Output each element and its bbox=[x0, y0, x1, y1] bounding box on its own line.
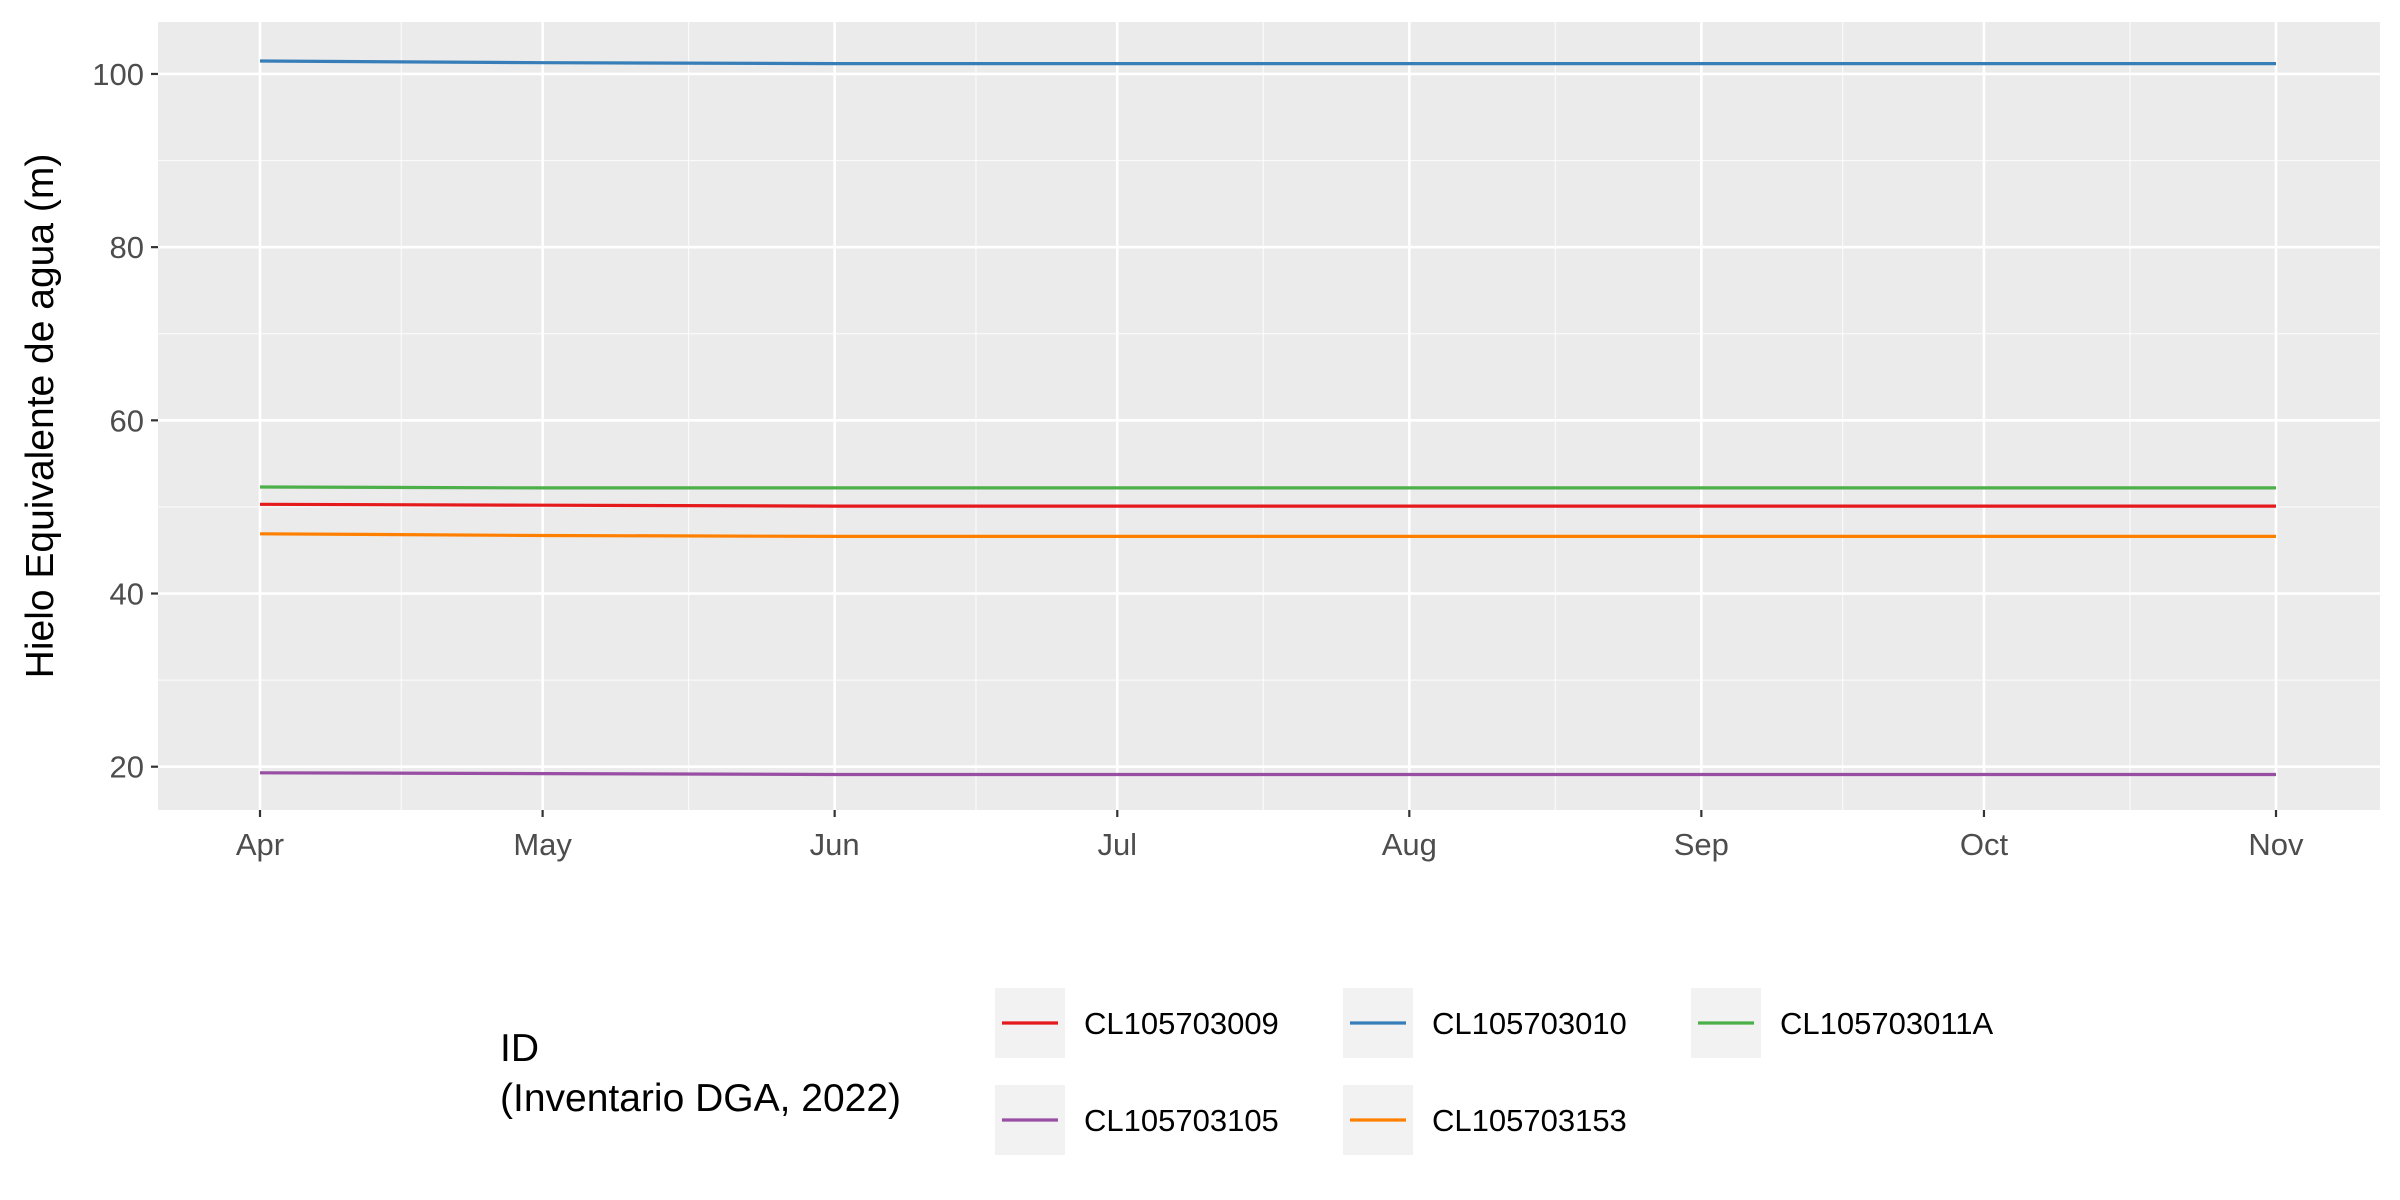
y-tick-label: 80 bbox=[110, 230, 144, 265]
legend-label-CL105703105: CL105703105 bbox=[1084, 1103, 1279, 1138]
x-tick-label: Apr bbox=[236, 827, 284, 862]
x-tick-label: May bbox=[513, 827, 572, 862]
legend-label-CL105703153: CL105703153 bbox=[1432, 1103, 1627, 1138]
grid-minor bbox=[158, 22, 2380, 810]
x-tick-label: Sep bbox=[1674, 827, 1729, 862]
x-tick-label: Jun bbox=[810, 827, 860, 862]
series-line-CL105703010 bbox=[259, 59, 2276, 66]
y-tick-label: 60 bbox=[110, 403, 144, 438]
y-tick-label: 100 bbox=[92, 57, 144, 92]
legend-title-line-2: (Inventario DGA, 2022) bbox=[500, 1077, 901, 1120]
legend-title-line-1: ID bbox=[500, 1027, 539, 1070]
x-tick-label: Jul bbox=[1097, 827, 1137, 862]
y-axis-title: Hielo Equivalente de agua (m) bbox=[19, 154, 62, 679]
series-lines bbox=[259, 59, 2276, 777]
legend-items: CL105703009 CL105703010 CL105703011A CL1057… bbox=[995, 988, 1993, 1155]
grid-major bbox=[158, 22, 2380, 810]
plot-panel bbox=[158, 22, 2380, 810]
y-tick-label: 40 bbox=[110, 577, 144, 612]
x-tick-label: Oct bbox=[1960, 827, 2009, 862]
x-tick-label: Aug bbox=[1382, 827, 1437, 862]
legend-label-CL105703009: CL105703009 bbox=[1084, 1006, 1279, 1041]
legend-label-CL105703010: CL105703010 bbox=[1432, 1006, 1627, 1041]
x-tick-label: Nov bbox=[2248, 827, 2304, 862]
series-line-CL105703153 bbox=[259, 532, 2276, 539]
y-tick-label: 20 bbox=[110, 750, 144, 785]
series-line-CL105703105 bbox=[259, 771, 2276, 777]
series-line-CL105703009 bbox=[259, 502, 2276, 508]
legend: ID (Inventario DGA, 2022) CL105703009 CL1… bbox=[500, 988, 1993, 1155]
y-axis: 20 40 60 80 100 bbox=[92, 57, 158, 785]
x-axis: Apr May Jun Jul Aug Sep Oct Nov bbox=[236, 810, 2304, 862]
legend-label-CL105703011A: CL105703011A bbox=[1780, 1006, 1993, 1041]
series-line-CL105703011A bbox=[259, 485, 2276, 490]
